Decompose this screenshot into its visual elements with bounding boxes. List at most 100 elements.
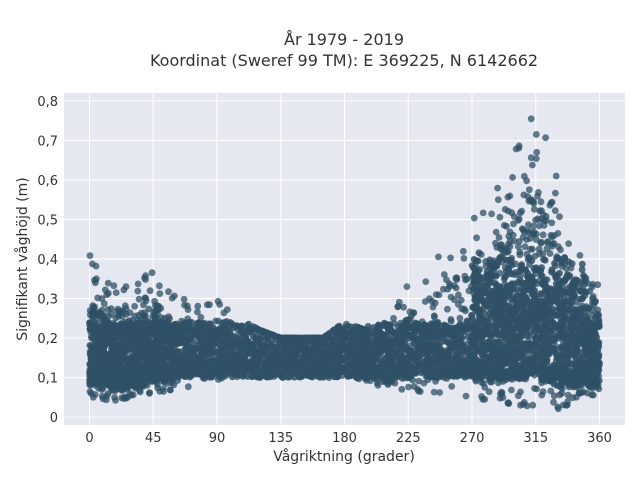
data-point [538,391,546,399]
data-point [515,238,523,245]
data-point [131,302,139,310]
data-point [498,241,505,249]
data-point [547,199,555,207]
data-point [535,189,542,196]
data-points [86,115,603,413]
data-point [194,302,202,310]
data-point [494,379,502,387]
data-point [440,285,447,293]
data-point [420,379,428,387]
data-point [571,381,579,388]
data-point [124,383,132,391]
data-point [197,313,205,321]
data-point [485,388,493,396]
data-point [206,301,213,309]
data-point [532,216,539,224]
data-point [546,250,554,257]
data-point [166,386,174,394]
data-point [529,401,537,409]
data-point [589,293,597,300]
data-point [104,279,112,287]
data-point [530,205,538,213]
data-point [134,287,142,295]
data-point [451,296,458,304]
data-point [561,371,568,379]
data-point [539,231,547,239]
data-point [156,290,164,297]
data-point [415,387,422,395]
data-point [521,374,529,381]
data-point [214,297,222,305]
data-point [422,278,430,285]
data-point [540,217,548,225]
data-point [181,301,188,309]
data-point [479,209,487,217]
data-point [551,207,559,215]
data-point [90,379,98,386]
data-point [559,401,567,409]
data-point [480,380,487,387]
data-point [540,222,548,229]
data-point [156,282,163,290]
data-point [532,155,540,163]
data-point [400,303,407,311]
data-point [121,302,129,310]
data-point [592,377,599,385]
data-point [479,365,487,373]
data-point [142,297,150,305]
data-point [473,366,481,373]
data-point [537,272,545,279]
data-point [528,257,536,264]
data-point [519,401,527,408]
data-point [98,392,106,400]
data-point [508,254,515,262]
data-point [91,276,98,284]
data-point [576,252,584,259]
data-point [497,363,505,370]
data-point [447,318,455,325]
data-point [104,289,112,297]
data-point [453,274,461,282]
data-point [505,232,513,240]
data-point [496,213,504,221]
data-point [194,308,201,316]
data-point [595,312,602,320]
data-point [89,302,97,310]
data-point [521,243,529,251]
data-point [494,196,502,204]
data-point [550,398,557,406]
data-point [497,390,504,398]
data-point [98,295,106,303]
data-point [552,189,559,197]
data-point [500,222,508,229]
data-point [357,357,365,365]
data-point [430,388,438,396]
data-point [488,366,496,374]
data-point [494,258,502,265]
data-point [440,271,448,278]
data-point [538,207,545,215]
data-point [564,391,572,399]
data-point [444,305,451,313]
data-point [429,303,437,311]
data-point [556,213,563,221]
data-point [527,154,535,162]
data-point [410,383,418,390]
data-point [514,243,522,251]
data-point [398,385,406,393]
data-point [148,269,156,277]
data-point [109,386,117,394]
data-point [470,214,478,222]
data-point [508,261,516,269]
data-point [116,378,124,386]
data-point [112,397,119,404]
data-point [550,240,558,247]
data-point [504,248,512,255]
data-point [459,247,467,255]
data-point [505,400,513,407]
data-point [456,314,464,322]
data-point [585,380,593,388]
data-point [481,352,489,359]
data-point [405,383,412,391]
data-point [530,198,537,206]
